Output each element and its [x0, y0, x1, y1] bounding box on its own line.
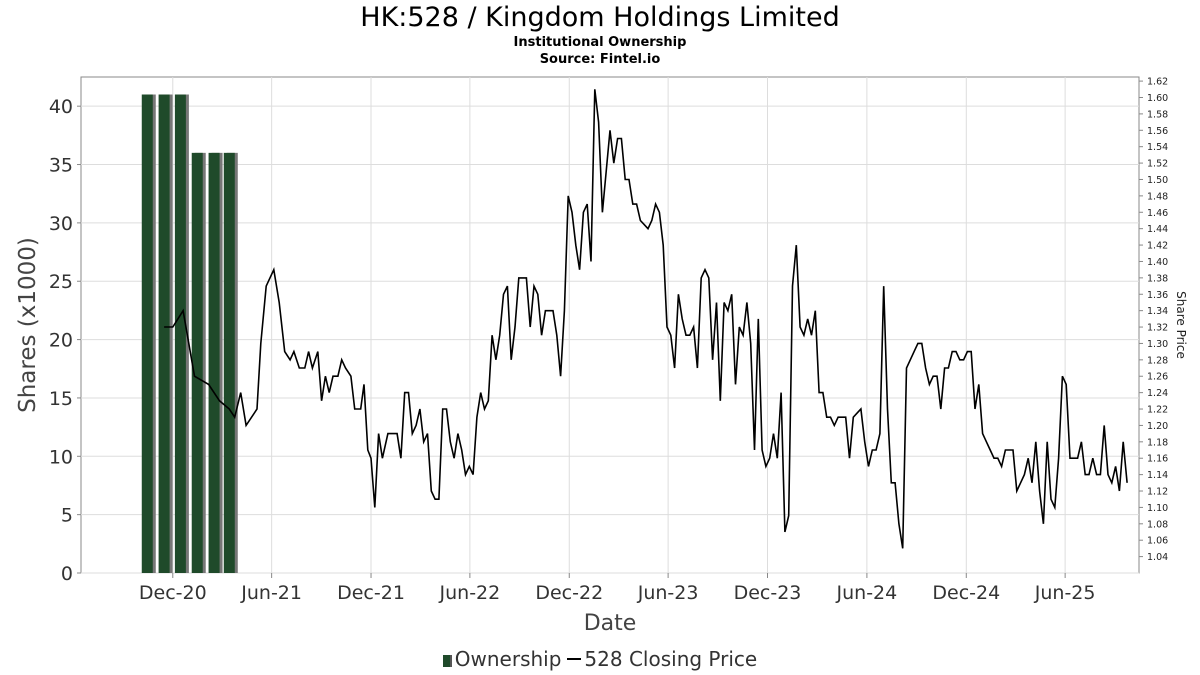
- y2-tick-label: 1.62: [1147, 77, 1168, 88]
- y2-tick-label: 1.52: [1147, 159, 1168, 170]
- x-tick-label: Dec-23: [734, 582, 802, 604]
- price-line: [164, 89, 1128, 549]
- x-tick-label: Jun-25: [1034, 582, 1096, 604]
- y2-tick-label: 1.18: [1147, 437, 1168, 448]
- legend-ownership-label: Ownership: [454, 647, 562, 671]
- x-tick-label: Jun-22: [439, 582, 501, 604]
- y2-tick-label: 1.12: [1147, 487, 1168, 498]
- y-tick-label: 25: [49, 271, 73, 293]
- ownership-bar: [174, 94, 186, 573]
- chart-source: Source: Fintel.io: [539, 52, 661, 67]
- y2-tick-label: 1.56: [1147, 126, 1168, 137]
- y-tick-label: 40: [49, 96, 73, 118]
- y2-axis-label: Share Price: [1174, 291, 1188, 359]
- chart-title: HK:528 / Kingdom Holdings Limited: [360, 2, 840, 33]
- ownership-bar: [141, 94, 153, 573]
- x-tick-label: Jun-21: [240, 582, 302, 604]
- y2-tick-label: 1.30: [1147, 339, 1168, 350]
- x-tick-label: Jun-24: [836, 582, 898, 604]
- y2-tick-label: 1.10: [1147, 503, 1168, 514]
- y-axis-label: Shares (x1000): [15, 237, 41, 413]
- y2-tick-label: 1.50: [1147, 175, 1168, 186]
- y2-tick-label: 1.24: [1147, 388, 1168, 399]
- x-tick-label: Dec-24: [932, 582, 1000, 604]
- y2-tick-label: 1.54: [1147, 142, 1168, 153]
- chart-subtitle: Institutional Ownership: [513, 35, 687, 50]
- x-tick-label: Dec-21: [337, 582, 405, 604]
- y-tick-label: 35: [49, 155, 73, 177]
- ownership-bar: [191, 152, 203, 573]
- y2-tick-label: 1.04: [1147, 552, 1168, 563]
- y2-tick-label: 1.20: [1147, 421, 1168, 432]
- axes: 0 5 10 15 20 25 30 35 40 1.04 1.06 1.08 1.10 1.12 1.14…: [49, 77, 1168, 604]
- chart-svg: 0 5 10 15 20 25 30 35 40 1.04 1.06 1.08 1.10 1.12 1.14…: [15, 76, 1188, 636]
- legend: Ownership 528 Closing Price: [0, 647, 1200, 671]
- y2-tick-label: 1.28: [1147, 355, 1168, 366]
- y2-tick-label: 1.48: [1147, 191, 1168, 202]
- legend-ownership-swatch: [442, 655, 452, 667]
- y2-tick-label: 1.58: [1147, 109, 1168, 120]
- y-tick-label: 5: [61, 505, 73, 527]
- ownership-bars: [141, 94, 238, 573]
- y-tick-label: 10: [49, 446, 73, 468]
- y2-tick-label: 1.36: [1147, 290, 1168, 301]
- grid-lines: [81, 77, 1139, 574]
- ownership-bar: [158, 94, 170, 573]
- y-tick-label: 20: [49, 330, 73, 352]
- y2-tick-label: 1.38: [1147, 273, 1168, 284]
- y2-tick-label: 1.32: [1147, 323, 1168, 334]
- x-tick-label: Jun-23: [637, 582, 699, 604]
- x-axis-label: Date: [584, 611, 637, 636]
- legend-price-swatch: [567, 658, 582, 660]
- y2-tick-label: 1.60: [1147, 93, 1168, 104]
- y2-tick-label: 1.26: [1147, 372, 1168, 383]
- y2-tick-label: 1.40: [1147, 257, 1168, 268]
- y-tick-label: 30: [49, 213, 73, 235]
- y2-tick-label: 1.06: [1147, 536, 1168, 547]
- x-tick-label: Dec-20: [139, 582, 207, 604]
- y2-tick-label: 1.34: [1147, 306, 1168, 317]
- ownership-bar: [223, 152, 235, 573]
- y-tick-label: 0: [61, 563, 73, 585]
- ownership-bar: [208, 152, 220, 573]
- y2-tick-label: 1.46: [1147, 208, 1168, 219]
- y2-tick-label: 1.22: [1147, 405, 1168, 416]
- y2-tick-label: 1.08: [1147, 519, 1168, 530]
- plot-area: [80, 76, 1140, 574]
- y-tick-label: 15: [49, 388, 73, 410]
- legend-price-label: 528 Closing Price: [584, 647, 758, 671]
- x-tick-label: Dec-22: [535, 582, 603, 604]
- y2-tick-label: 1.14: [1147, 470, 1168, 481]
- y2-tick-label: 1.44: [1147, 224, 1168, 235]
- y2-tick-label: 1.42: [1147, 241, 1168, 252]
- y2-tick-label: 1.16: [1147, 454, 1168, 465]
